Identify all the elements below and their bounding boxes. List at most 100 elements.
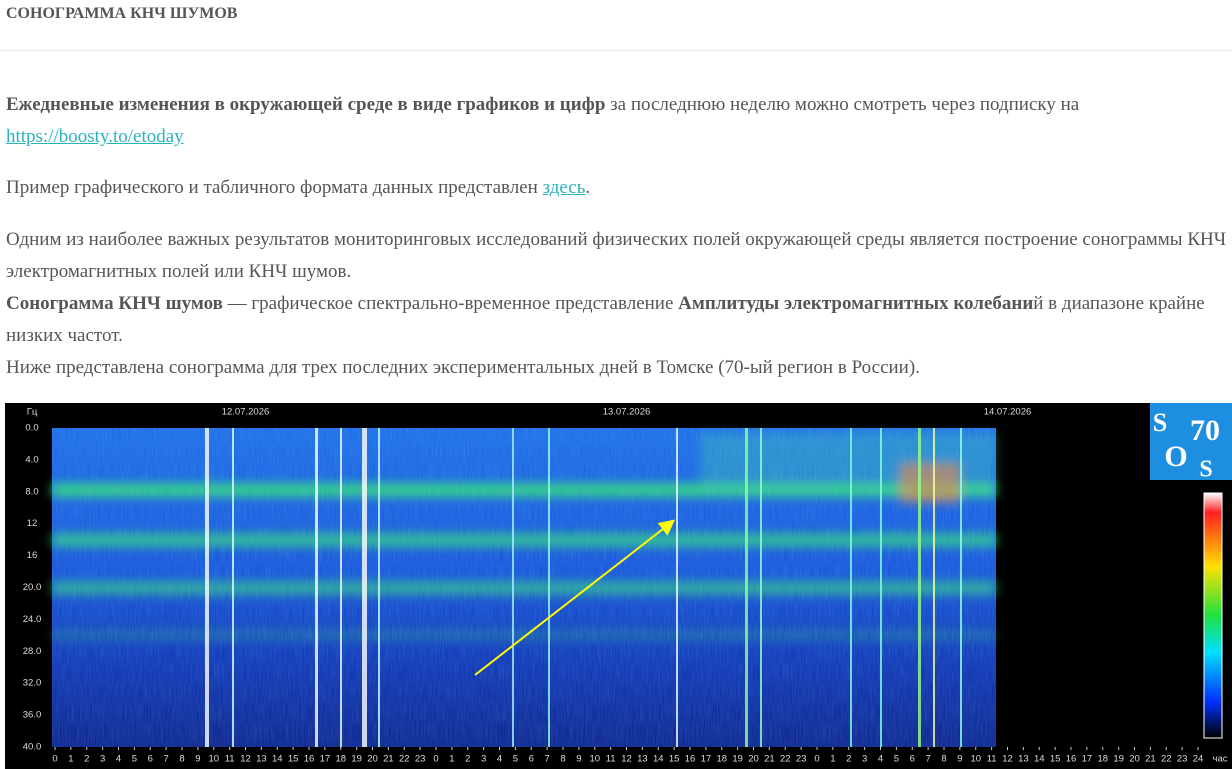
date-label: 13.07.2026 xyxy=(603,407,651,418)
x-tick-label: 6 xyxy=(529,754,534,765)
x-tick-label: 10 xyxy=(208,754,219,765)
y-tick-label: 0.0 xyxy=(25,423,38,434)
x-tick-label: 16 xyxy=(685,754,696,765)
x-tick-label: 1 xyxy=(68,754,73,765)
divider xyxy=(0,50,1232,51)
x-tick-label: 6 xyxy=(148,754,153,765)
x-tick-label: 16 xyxy=(304,754,315,765)
noise-stripe xyxy=(548,428,550,747)
x-tick-label: 14 xyxy=(272,754,283,765)
x-tick-label: 9 xyxy=(957,754,962,765)
x-tick-label: 23 xyxy=(415,754,426,765)
noise-stripe xyxy=(880,428,882,747)
x-tick-label: 8 xyxy=(179,754,184,765)
x-tick-label: 18 xyxy=(716,754,727,765)
x-tick-label: 8 xyxy=(941,754,946,765)
x-tick-label: 22 xyxy=(1161,754,1172,765)
x-tick-label: 0 xyxy=(52,754,57,765)
x-tick-label: 0 xyxy=(814,754,819,765)
text: Одним из наиболее важных результатов мон… xyxy=(6,229,1227,282)
x-tick-label: 20 xyxy=(367,754,378,765)
x-tick-label: 19 xyxy=(351,754,362,765)
link[interactable]: здесь xyxy=(542,177,586,198)
x-tick-label: 12 xyxy=(1002,754,1013,765)
logo-text: 70 xyxy=(1190,414,1220,447)
x-tick-label: 17 xyxy=(320,754,331,765)
y-tick-label: 16 xyxy=(27,550,38,561)
x-tick-label: 23 xyxy=(796,754,807,765)
link[interactable]: https://boosty.to/etoday xyxy=(6,126,184,147)
x-tick-label: 11 xyxy=(987,754,997,765)
x-tick-label: 18 xyxy=(335,754,346,765)
y-tick-label: 36.0 xyxy=(23,710,42,721)
x-tick-label: 12 xyxy=(621,754,632,765)
spectrogram: Гц0.04.08.0121620.024.028.032.036.040.01… xyxy=(5,403,1232,769)
x-tick-label: 14 xyxy=(1034,754,1045,765)
noise-stripe xyxy=(760,428,762,747)
x-tick-label: 5 xyxy=(513,754,518,765)
x-tick-label: 15 xyxy=(1050,754,1061,765)
x-tick-label: 4 xyxy=(116,754,121,765)
x-tick-label: 2 xyxy=(84,754,89,765)
bold-text: Сонограмма КНЧ шумов xyxy=(6,293,223,314)
x-tick-label: 9 xyxy=(576,754,581,765)
noise-stripe xyxy=(512,428,514,747)
noise-stripe xyxy=(315,428,318,747)
x-tick-label: 8 xyxy=(560,754,565,765)
x-tick-label: 17 xyxy=(701,754,712,765)
x-tick-label: 7 xyxy=(163,754,168,765)
y-tick-label: 24.0 xyxy=(23,614,42,625)
noise-stripe xyxy=(205,428,209,747)
text: за последнюю неделю можно смотреть через… xyxy=(605,94,1080,115)
x-tick-label: 20 xyxy=(1129,754,1140,765)
noise-stripe xyxy=(378,428,380,747)
x-tick-label: 7 xyxy=(925,754,930,765)
x-tick-label: 21 xyxy=(1145,754,1156,765)
noise-stripe xyxy=(933,428,935,747)
x-tick-label: 3 xyxy=(862,754,867,765)
x-tick-label: 1 xyxy=(830,754,835,765)
x-tick-label: 5 xyxy=(132,754,137,765)
x-tick-label: 2 xyxy=(846,754,851,765)
paragraph: Ежедневные изменения в окружающей среде … xyxy=(6,89,1228,153)
noise-stripe xyxy=(340,428,342,747)
x-tick-label: 10 xyxy=(589,754,600,765)
noise-stripe xyxy=(362,428,367,747)
y-tick-label: 20.0 xyxy=(23,582,42,593)
noise-stripe xyxy=(960,428,962,747)
x-tick-label: 13 xyxy=(256,754,267,765)
bold-text: Амплитуды электромагнитных колебани xyxy=(678,293,1034,314)
y-tick-label: 32.0 xyxy=(23,678,42,689)
x-tick-label: 3 xyxy=(100,754,105,765)
page-title: СОНОГРАММА КНЧ ШУМОВ xyxy=(6,5,238,22)
x-tick-label: 0 xyxy=(433,754,438,765)
paragraph: Одним из наиболее важных результатов мон… xyxy=(6,224,1228,384)
x-tick-label: 4 xyxy=(878,754,883,765)
text: . xyxy=(585,177,591,198)
x-tick-label: 19 xyxy=(1113,754,1124,765)
x-tick-label: 15 xyxy=(669,754,680,765)
x-tick-label: 11 xyxy=(225,754,235,765)
logo-text: O xyxy=(1164,440,1187,473)
text: Ниже представлена сонограмма для трех по… xyxy=(6,357,920,378)
x-tick-label: 7 xyxy=(544,754,549,765)
x-tick-label: 1 xyxy=(449,754,454,765)
x-tick-label: 3 xyxy=(481,754,486,765)
x-tick-label: 22 xyxy=(780,754,791,765)
noise-stripe xyxy=(745,428,748,747)
x-tick-label: 13 xyxy=(1018,754,1029,765)
y-tick-label: 40.0 xyxy=(23,742,42,753)
x-tick-label: 2 xyxy=(465,754,470,765)
noise-stripe xyxy=(676,428,678,747)
text: й в диапазоне крайне низких частот. xyxy=(6,293,1205,346)
x-tick-label: 10 xyxy=(970,754,981,765)
text: Пример графического и табличного формата… xyxy=(6,177,543,198)
x-tick-label: 22 xyxy=(399,754,410,765)
bold-text: Ежедневные изменения в окружающей среде … xyxy=(6,94,606,115)
paragraph: Пример графического и табличного формата… xyxy=(6,172,1228,204)
x-tick-label: 21 xyxy=(764,754,775,765)
x-tick-label: 23 xyxy=(1177,754,1188,765)
x-tick-label: 13 xyxy=(637,754,648,765)
x-tick-label: 6 xyxy=(910,754,915,765)
